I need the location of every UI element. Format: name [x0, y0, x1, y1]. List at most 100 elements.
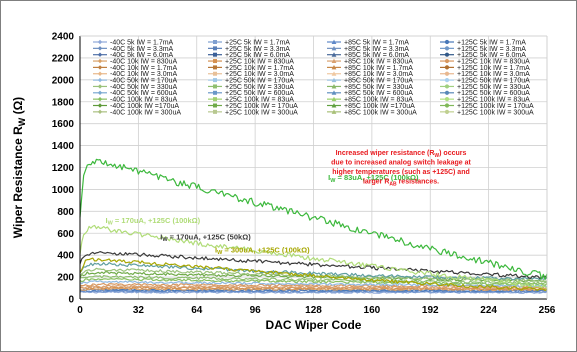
series-line: [79, 257, 548, 292]
legend-entry: +125C 100k IW = 170uA: [457, 103, 534, 110]
legend-marker: [331, 84, 337, 89]
legend-marker: [331, 96, 337, 102]
legend-entry: +85C 10k IW = 3.0mA: [344, 71, 413, 78]
legend-marker: [213, 46, 217, 51]
legend-marker: [213, 71, 217, 76]
legend: -40C 5k IW = 1.7mA-40C 5k IW = 3.3mA-40C…: [93, 39, 534, 116]
legend-marker: [444, 65, 450, 70]
leakage-note-line: higher temperatures (such as +125C) and: [332, 169, 470, 176]
legend-marker: [331, 65, 337, 70]
x-tick-label: 32: [133, 305, 145, 316]
series-line: [79, 287, 548, 292]
legend-entry: +25C 10k IW = 1.7mA: [225, 65, 294, 72]
series-annotation: IW = 170uA, +125C (100kΩ): [106, 216, 201, 227]
x-tick-label: 0: [77, 305, 83, 316]
legend-marker: [331, 71, 337, 76]
legend-marker: [444, 103, 450, 108]
legend-entry: +125C 5k IW = 6.0mA: [457, 52, 526, 59]
y-tick-label: 800: [57, 207, 74, 218]
x-tick-label: 64: [191, 305, 203, 316]
legend-marker: [444, 90, 450, 95]
legend-marker: [213, 90, 217, 95]
series-line: [79, 288, 548, 292]
legend-entry: -40C 10k IW = 830uA: [110, 58, 177, 65]
y-tick-label: 2000: [52, 75, 75, 86]
legend-entry: +85C 5k IW = 6.0mA: [344, 52, 409, 59]
leakage-note-line: larger RAB resistances.: [363, 179, 439, 188]
legend-entry: -40C 100k IW = 300uA: [110, 109, 181, 116]
legend-entry: +85C 50k IW = 330uA: [344, 84, 413, 91]
legend-entry: +85C 10k IW = 1.7mA: [344, 65, 413, 72]
legend-entry: -40C 50k IW = 170uA: [110, 78, 177, 85]
legend-entry: -40C 10k IW = 1.7mA: [110, 65, 177, 72]
legend-marker: [444, 84, 450, 89]
legend-entry: +85C 50k IW = 170uA: [344, 78, 413, 85]
legend-entry: +125C 50k IW = 170uA: [457, 78, 530, 85]
series-line: [79, 158, 548, 280]
legend-marker: [213, 97, 217, 102]
y-tick-label: 1400: [52, 141, 75, 152]
legend-marker: [331, 58, 337, 64]
axes: 0200400600800100012001400160018002000220…: [52, 32, 556, 317]
legend-entry: +25C 50k IW = 600uA: [225, 90, 294, 97]
series-line: [79, 251, 548, 280]
legend-marker: [213, 78, 217, 83]
legend-entry: +125C 10k IW = 830uA: [457, 58, 530, 65]
x-tick-label: 192: [422, 305, 439, 316]
y-tick-label: 1800: [52, 97, 75, 108]
y-axis-title-unit: (Ω): [11, 97, 25, 118]
x-tick-label: 160: [364, 305, 381, 316]
x-axis-title: DAC Wiper Code: [266, 318, 362, 332]
legend-entry: +85C 10k IW = 830uA: [344, 58, 413, 65]
legend-marker: [444, 58, 450, 64]
legend-marker: [444, 46, 450, 51]
legend-marker: [444, 52, 450, 57]
x-tick-label: 128: [305, 305, 322, 316]
legend-marker: [331, 77, 337, 83]
legend-entry: +125C 50k IW = 600uA: [457, 90, 530, 97]
legend-entry: -40C 5k IW = 3.3mA: [110, 46, 174, 53]
legend-entry: +125C 10k IW = 1.7mA: [457, 65, 530, 72]
legend-entry: +25C 5k IW = 1.7mA: [225, 39, 290, 46]
legend-marker: [97, 77, 103, 83]
y-tick-label: 1600: [52, 119, 75, 130]
legend-marker: [331, 103, 337, 108]
legend-entry: +85C 5k IW = 1.7mA: [344, 39, 409, 46]
y-tick-label: 1200: [52, 163, 75, 174]
legend-entry: -40C 100k IW =170uA: [110, 103, 179, 110]
legend-marker: [444, 71, 450, 76]
legend-marker: [97, 109, 103, 115]
legend-marker: [213, 59, 217, 64]
y-tick-label: 400: [57, 251, 74, 262]
x-tick-label: 96: [250, 305, 262, 316]
legend-entry: -40C 50k IW = 330uA: [110, 84, 177, 91]
legend-marker: [97, 71, 103, 76]
series-line: [79, 284, 548, 290]
annotations: IW = 83uA, +125C (100kΩ) IW = 170uA, +125…: [106, 150, 472, 256]
legend-entry: -40C 5k IW = 6.0mA: [110, 52, 174, 59]
legend-entry: +125C 5k IW = 3.3mA: [457, 46, 526, 53]
legend-entry: +125C 100k IW = 300uA: [457, 109, 534, 116]
series-annotation: IW = 170uA, +125C (50kΩ): [160, 232, 251, 243]
legend-marker: [444, 109, 450, 114]
legend-marker: [213, 84, 217, 89]
y-tick-label: 2200: [52, 53, 75, 64]
legend-marker: [331, 109, 337, 114]
legend-entry: +25C 50k IW = 170uA: [225, 78, 294, 85]
legend-marker: [97, 46, 103, 51]
legend-entry: -40C 10k IW = 3.0mA: [110, 71, 177, 78]
legend-marker: [97, 65, 103, 70]
leakage-note-line: due to increased analog switch leakage a…: [331, 160, 471, 167]
legend-entry: +25C 50k IW = 330uA: [225, 84, 294, 91]
legend-entry: +25C 100k IW = 170uA: [225, 103, 298, 110]
legend-entry: +125C 5k IW = 1.7mA: [457, 39, 526, 46]
legend-marker: [97, 84, 103, 89]
x-tick-label: 256: [539, 305, 556, 316]
legend-marker: [97, 90, 103, 95]
legend-marker: [97, 96, 103, 102]
legend-marker: [213, 103, 217, 108]
legend-marker: [444, 78, 450, 83]
legend-entry: +25C 10k IW = 830uA: [225, 58, 294, 65]
